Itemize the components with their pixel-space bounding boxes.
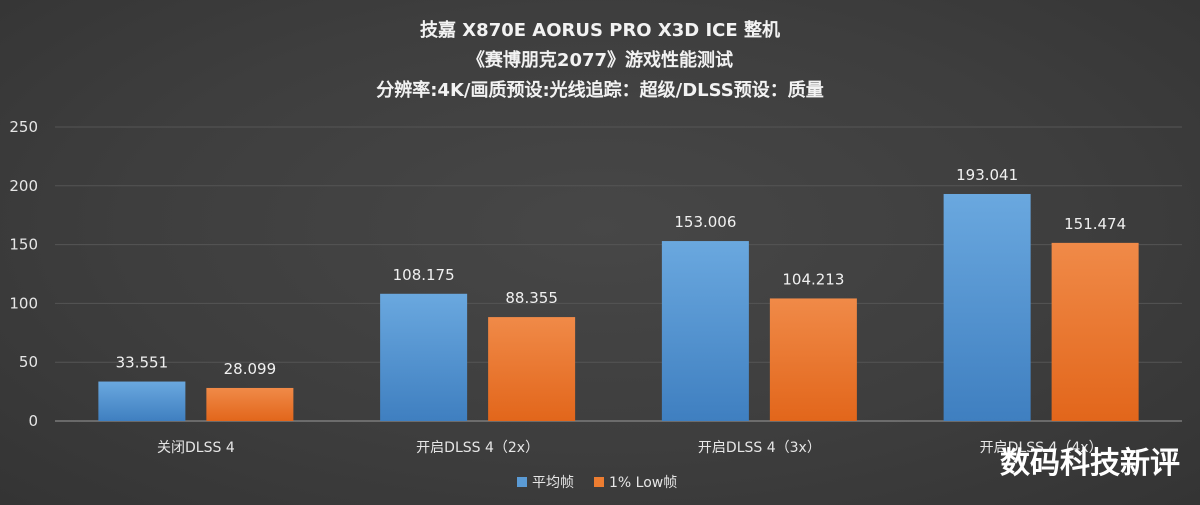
data-label: 104.213	[782, 270, 844, 288]
legend: 平均帧 1% Low帧	[517, 475, 677, 491]
chart-title-line-2: 《赛博朋克2077》游戏性能测试	[467, 49, 733, 71]
chart-title: 技嘉 X870E AORUS PRO X3D ICE 整机 《赛博朋克2077》…	[376, 19, 824, 101]
data-label: 153.006	[674, 213, 736, 231]
chart-title-line-1: 技嘉 X870E AORUS PRO X3D ICE 整机	[420, 19, 780, 41]
data-label: 88.355	[505, 289, 558, 307]
data-label: 193.041	[956, 166, 1018, 184]
bar-avg-fps	[98, 381, 186, 421]
y-tick-label: 0	[28, 412, 38, 430]
legend-swatch-1pct-low	[594, 477, 604, 487]
bar-avg-fps	[661, 241, 749, 421]
legend-swatch-avg-fps	[517, 477, 527, 487]
y-tick-label: 50	[19, 353, 38, 371]
y-tick-label: 250	[9, 118, 38, 136]
data-labels: 33.551 28.099 108.175 88.355 153.006 104.213 1…	[116, 166, 1127, 378]
watermark: 数码科技新评	[1000, 446, 1180, 481]
data-label: 108.175	[393, 266, 455, 284]
chart-title-line-3: 分辨率:4K/画质预设:光线追踪：超级/DLSS预设：质量	[376, 79, 824, 101]
legend-label-avg-fps: 平均帧	[532, 475, 574, 491]
data-label: 33.551	[116, 354, 169, 372]
x-category-label: 关闭DLSS 4	[157, 440, 235, 456]
y-tick-label: 100	[9, 294, 38, 312]
bar-1pct-low	[488, 317, 576, 421]
bar-avg-fps	[380, 293, 468, 421]
x-axis-categories: 关闭DLSS 4 开启DLSS 4（2x） 开启DLSS 4（3x） 开启DLSS 4…	[157, 440, 1103, 456]
bar-1pct-low	[206, 387, 294, 421]
y-tick-label: 200	[9, 177, 38, 195]
y-tick-label: 150	[9, 236, 38, 254]
bar-avg-fps	[943, 193, 1031, 421]
bars	[98, 193, 1139, 421]
data-label: 151.474	[1064, 215, 1126, 233]
x-category-label: 开启DLSS 4（3x）	[698, 440, 821, 456]
bar-1pct-low	[769, 298, 857, 421]
x-category-label: 开启DLSS 4（4x）	[980, 440, 1103, 456]
y-axis-ticks: 0 50 100 150 200 250	[9, 118, 38, 430]
data-label: 28.099	[224, 360, 277, 378]
x-category-label: 开启DLSS 4（2x）	[416, 440, 539, 456]
legend-label-1pct-low: 1% Low帧	[609, 475, 677, 491]
bar-1pct-low	[1051, 242, 1139, 421]
